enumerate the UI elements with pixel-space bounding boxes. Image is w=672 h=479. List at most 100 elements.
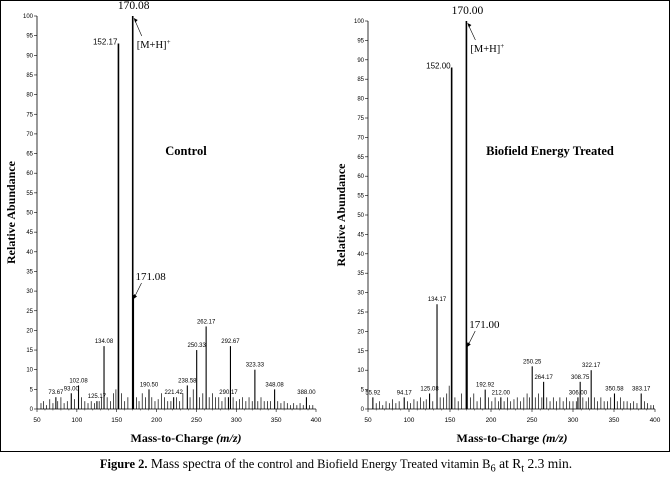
y-axis-label: Relative Abundance (4, 160, 18, 264)
peak-label: 323.33 (246, 363, 265, 369)
y-tick-label: 90 (26, 53, 33, 59)
peak-label: 348.08 (265, 382, 284, 388)
x-tick-label: 300 (231, 417, 242, 424)
y-tick-label: 100 (354, 19, 365, 25)
x-tick-label: 100 (404, 417, 415, 424)
isotope-arrow-line (467, 330, 476, 346)
y-tick-label: 40 (357, 252, 364, 258)
x-tick-label: 300 (568, 417, 579, 424)
y-tick-label: 45 (26, 230, 33, 236)
isotope-arrow-head (467, 342, 471, 348)
caption-rt-subscript: t (521, 463, 525, 475)
y-tick-label: 35 (357, 271, 364, 277)
isotope-arrow-head (133, 294, 138, 300)
figure-frame (0, 0, 670, 452)
peak-label: 134.17 (428, 297, 447, 303)
y-tick-label: 20 (357, 329, 364, 335)
y-tick-label: 60 (26, 171, 33, 177)
y-tick-label: 35 (26, 269, 33, 275)
x-tick-label: 50 (33, 417, 41, 424)
y-tick-label: 85 (26, 73, 33, 79)
peak-label: 221.42 (164, 390, 183, 396)
peak-label: 212.00 (492, 390, 511, 396)
y-tick-label: 75 (357, 116, 364, 122)
peak-label: 134.08 (95, 339, 114, 345)
x-tick-label: 350 (609, 417, 620, 424)
peak-label: 152.00 (426, 62, 451, 71)
peak-label: 306.00 (569, 390, 588, 396)
peak-label: 125.17 (88, 394, 107, 400)
molecular-ion-annotation: [M+H]+ (470, 42, 504, 55)
peak-label: 264.17 (534, 375, 553, 381)
y-tick-label: 15 (26, 348, 33, 354)
peak-label: 171.08 (136, 271, 167, 283)
caption-figure-label: Figure 2. (99, 457, 148, 471)
panel-title: Control (165, 144, 207, 158)
peak-label: 292.67 (221, 339, 240, 345)
x-tick-label: 200 (151, 417, 162, 424)
y-tick-label: 65 (26, 152, 33, 158)
x-axis-label-unit: (m/z) (216, 431, 241, 445)
x-axis-label: Mass-to-Charge (m/z) (131, 431, 242, 445)
peak-label: 250.33 (188, 343, 207, 349)
caption-text-b: the control and Biofield Energy Treated … (239, 457, 491, 471)
caption-text-d: 2.3 min. (524, 456, 573, 471)
peak-label: 383.17 (632, 386, 651, 392)
peak-label: 238.58 (178, 378, 197, 384)
peak-label: 388.00 (297, 390, 316, 396)
spectrum-panel-2: 0 5 10 15 20 25 30 35 40 45 50 55 60 65 70 75 80 85 90 95 10… (334, 5, 661, 445)
y-tick-label: 15 (357, 349, 364, 355)
peak-label: 93.00 (64, 386, 80, 392)
isotope-arrow-line (134, 282, 142, 298)
peak-label: 171.00 (469, 319, 500, 331)
peak-label: 170.08 (118, 0, 150, 12)
figure-caption: Figure 2. Mass spectra of the control an… (0, 456, 672, 475)
peak-label: 152.17 (93, 38, 118, 47)
y-tick-label: 80 (26, 93, 33, 99)
x-tick-label: 400 (311, 417, 322, 424)
y-tick-label: 55 (26, 191, 33, 197)
peak-label: 73.67 (48, 390, 64, 396)
peak-label: 290.17 (219, 390, 238, 396)
y-tick-label: 55 (357, 194, 364, 200)
peak-label: 250.25 (523, 359, 542, 365)
y-tick-label: 10 (357, 368, 364, 374)
peak-label: 190.50 (140, 382, 159, 388)
y-tick-label: 100 (23, 14, 34, 20)
x-tick-label: 250 (191, 417, 202, 424)
x-tick-label: 250 (527, 417, 538, 424)
annotation-arrow-line (468, 24, 476, 41)
y-tick-label: 65 (357, 155, 364, 161)
y-tick-label: 75 (26, 112, 33, 118)
spectrum-panel-1: 0 5 10 15 20 25 30 35 40 45 50 55 60 65 70 75 80 85 90 95 10… (4, 0, 322, 445)
x-tick-label: 150 (111, 417, 122, 424)
x-axis-label-unit: (m/z) (542, 431, 567, 445)
x-axis-label: Mass-to-Charge (m/z) (457, 431, 568, 445)
panel-title: Biofield Energy Treated (486, 144, 614, 158)
y-tick-label: 40 (26, 250, 33, 256)
mass-spectra-figure: 0 5 10 15 20 25 30 35 40 45 50 55 60 65 70 75 80 85 90 95 10… (4, 0, 661, 445)
y-tick-label: 70 (26, 132, 33, 138)
annotation-arrow-head (467, 23, 472, 28)
y-tick-label: 50 (26, 211, 33, 217)
y-tick-label: 85 (357, 77, 364, 83)
y-tick-label: 0 (30, 407, 34, 413)
y-tick-label: 0 (361, 407, 365, 413)
peak-label: 350.58 (605, 386, 624, 392)
y-tick-label: 95 (357, 38, 364, 44)
y-axis-label: Relative Abundance (334, 163, 348, 267)
x-tick-label: 100 (71, 417, 82, 424)
peak-label: 94.17 (397, 390, 413, 396)
peak-label: 322.17 (582, 363, 601, 369)
molecular-ion-annotation: [M+H]+ (137, 38, 171, 51)
annotation-superscript: + (167, 38, 171, 46)
peak-label: 55.92 (365, 390, 381, 396)
y-tick-label: 25 (26, 309, 33, 315)
peak-label: 102.08 (69, 378, 88, 384)
peak-label: 262.17 (197, 319, 216, 325)
annotation-arrow-head (133, 18, 138, 23)
x-tick-label: 350 (271, 417, 282, 424)
y-tick-label: 5 (361, 388, 365, 394)
y-tick-label: 30 (26, 289, 33, 295)
x-tick-label: 400 (650, 417, 661, 424)
